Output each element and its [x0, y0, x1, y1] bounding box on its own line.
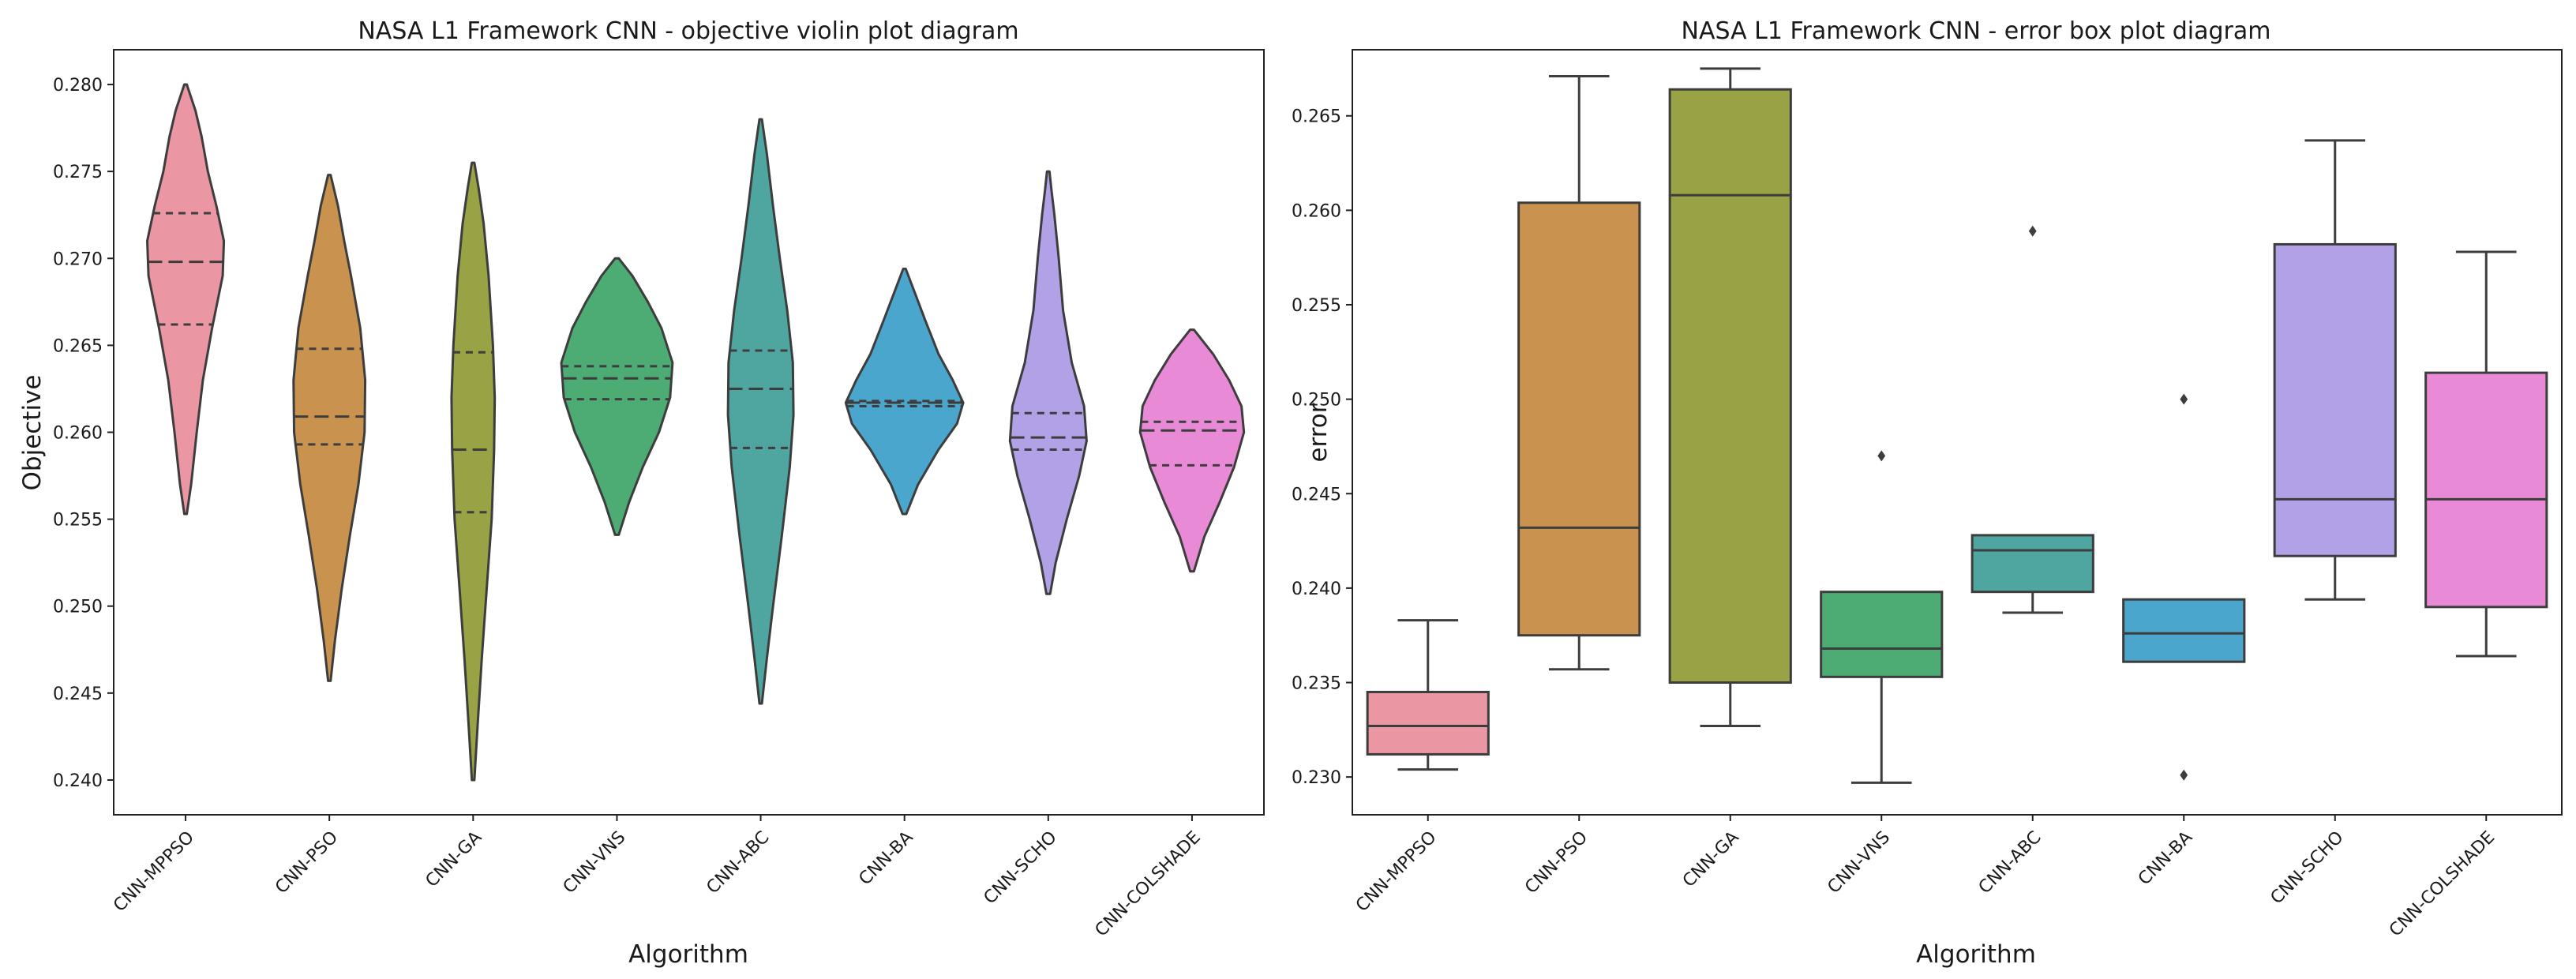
y-tick-label: 0.245	[1292, 485, 1341, 505]
violin-plot-frame	[113, 49, 1265, 816]
box-cnn-abc-outlier	[2028, 225, 2037, 237]
box-y-axis-label: error	[1304, 403, 1333, 462]
violin-cnn-mppso	[146, 83, 226, 516]
box-cnn-pso-iqr-box	[1517, 201, 1641, 637]
violin-y-axis-label: Objective	[18, 375, 47, 491]
box-cnn-abc-iqr-box	[1970, 534, 2094, 594]
y-tick-label: 0.235	[1292, 674, 1341, 694]
y-tick-label: 0.280	[53, 76, 103, 96]
y-tick-label: 0.260	[53, 424, 103, 444]
y-tick-label: 0.240	[1292, 580, 1341, 599]
violin-chart-title: NASA L1 Framework CNN - objective violin…	[358, 17, 1018, 45]
y-tick-label: 0.245	[53, 685, 103, 704]
violin-cnn-colshade	[1138, 328, 1246, 573]
y-tick-label: 0.265	[53, 336, 103, 356]
violin-cnn-ba	[844, 267, 965, 516]
box-plot-panel: NASA L1 Framework CNN - error box plot d…	[1292, 17, 2563, 969]
y-tick-label: 0.240	[53, 771, 103, 791]
box-cnn-vns-outlier	[1877, 450, 1886, 462]
y-tick-label: 0.255	[53, 511, 103, 531]
box-y-axis: 0.230 0.235 0.240 0.245 0.250 0.255 0.260 0.265	[1292, 107, 1352, 788]
violin-cnn-pso	[292, 174, 367, 682]
box-cnn-ba-outlier	[2180, 393, 2188, 405]
y-tick-label: 0.270	[53, 249, 103, 269]
box-cnn-scho-iqr-box	[2273, 242, 2397, 557]
violin-x-axis-label: Algorithm	[628, 940, 748, 969]
box-cnn-ga-iqr-box	[1668, 88, 1792, 685]
box-marks	[1366, 67, 2548, 784]
y-tick-label: 0.250	[53, 598, 103, 617]
box-cnn-ba-iqr-box	[2122, 598, 2246, 663]
box-plot-frame	[1352, 49, 2563, 816]
box-cnn-colshade-iqr-box	[2424, 371, 2548, 609]
violin-cnn-vns	[560, 257, 674, 536]
box-chart-title: NASA L1 Framework CNN - error box plot d…	[1682, 17, 2271, 45]
y-tick-label: 0.250	[1292, 391, 1341, 411]
box-cnn-ba-outlier	[2180, 769, 2188, 781]
y-tick-label: 0.255	[1292, 296, 1341, 316]
violin-marks	[146, 83, 1246, 782]
y-tick-label: 0.260	[1292, 201, 1341, 221]
y-tick-label: 0.265	[1292, 107, 1341, 127]
box-cnn-mppso-iqr-box	[1366, 690, 1490, 756]
violin-cnn-scho	[1008, 170, 1088, 595]
violin-y-axis: 0.240 0.245 0.250 0.255 0.260 0.265 0.270 0.275…	[53, 76, 114, 791]
violin-cnn-ga	[450, 161, 497, 782]
box-cnn-vns-iqr-box	[1820, 591, 1944, 678]
violin-cnn-abc	[726, 118, 795, 705]
y-tick-label: 0.230	[1292, 768, 1341, 788]
y-tick-label: 0.275	[53, 163, 103, 182]
box-x-axis-label: Algorithm	[1916, 940, 2036, 969]
